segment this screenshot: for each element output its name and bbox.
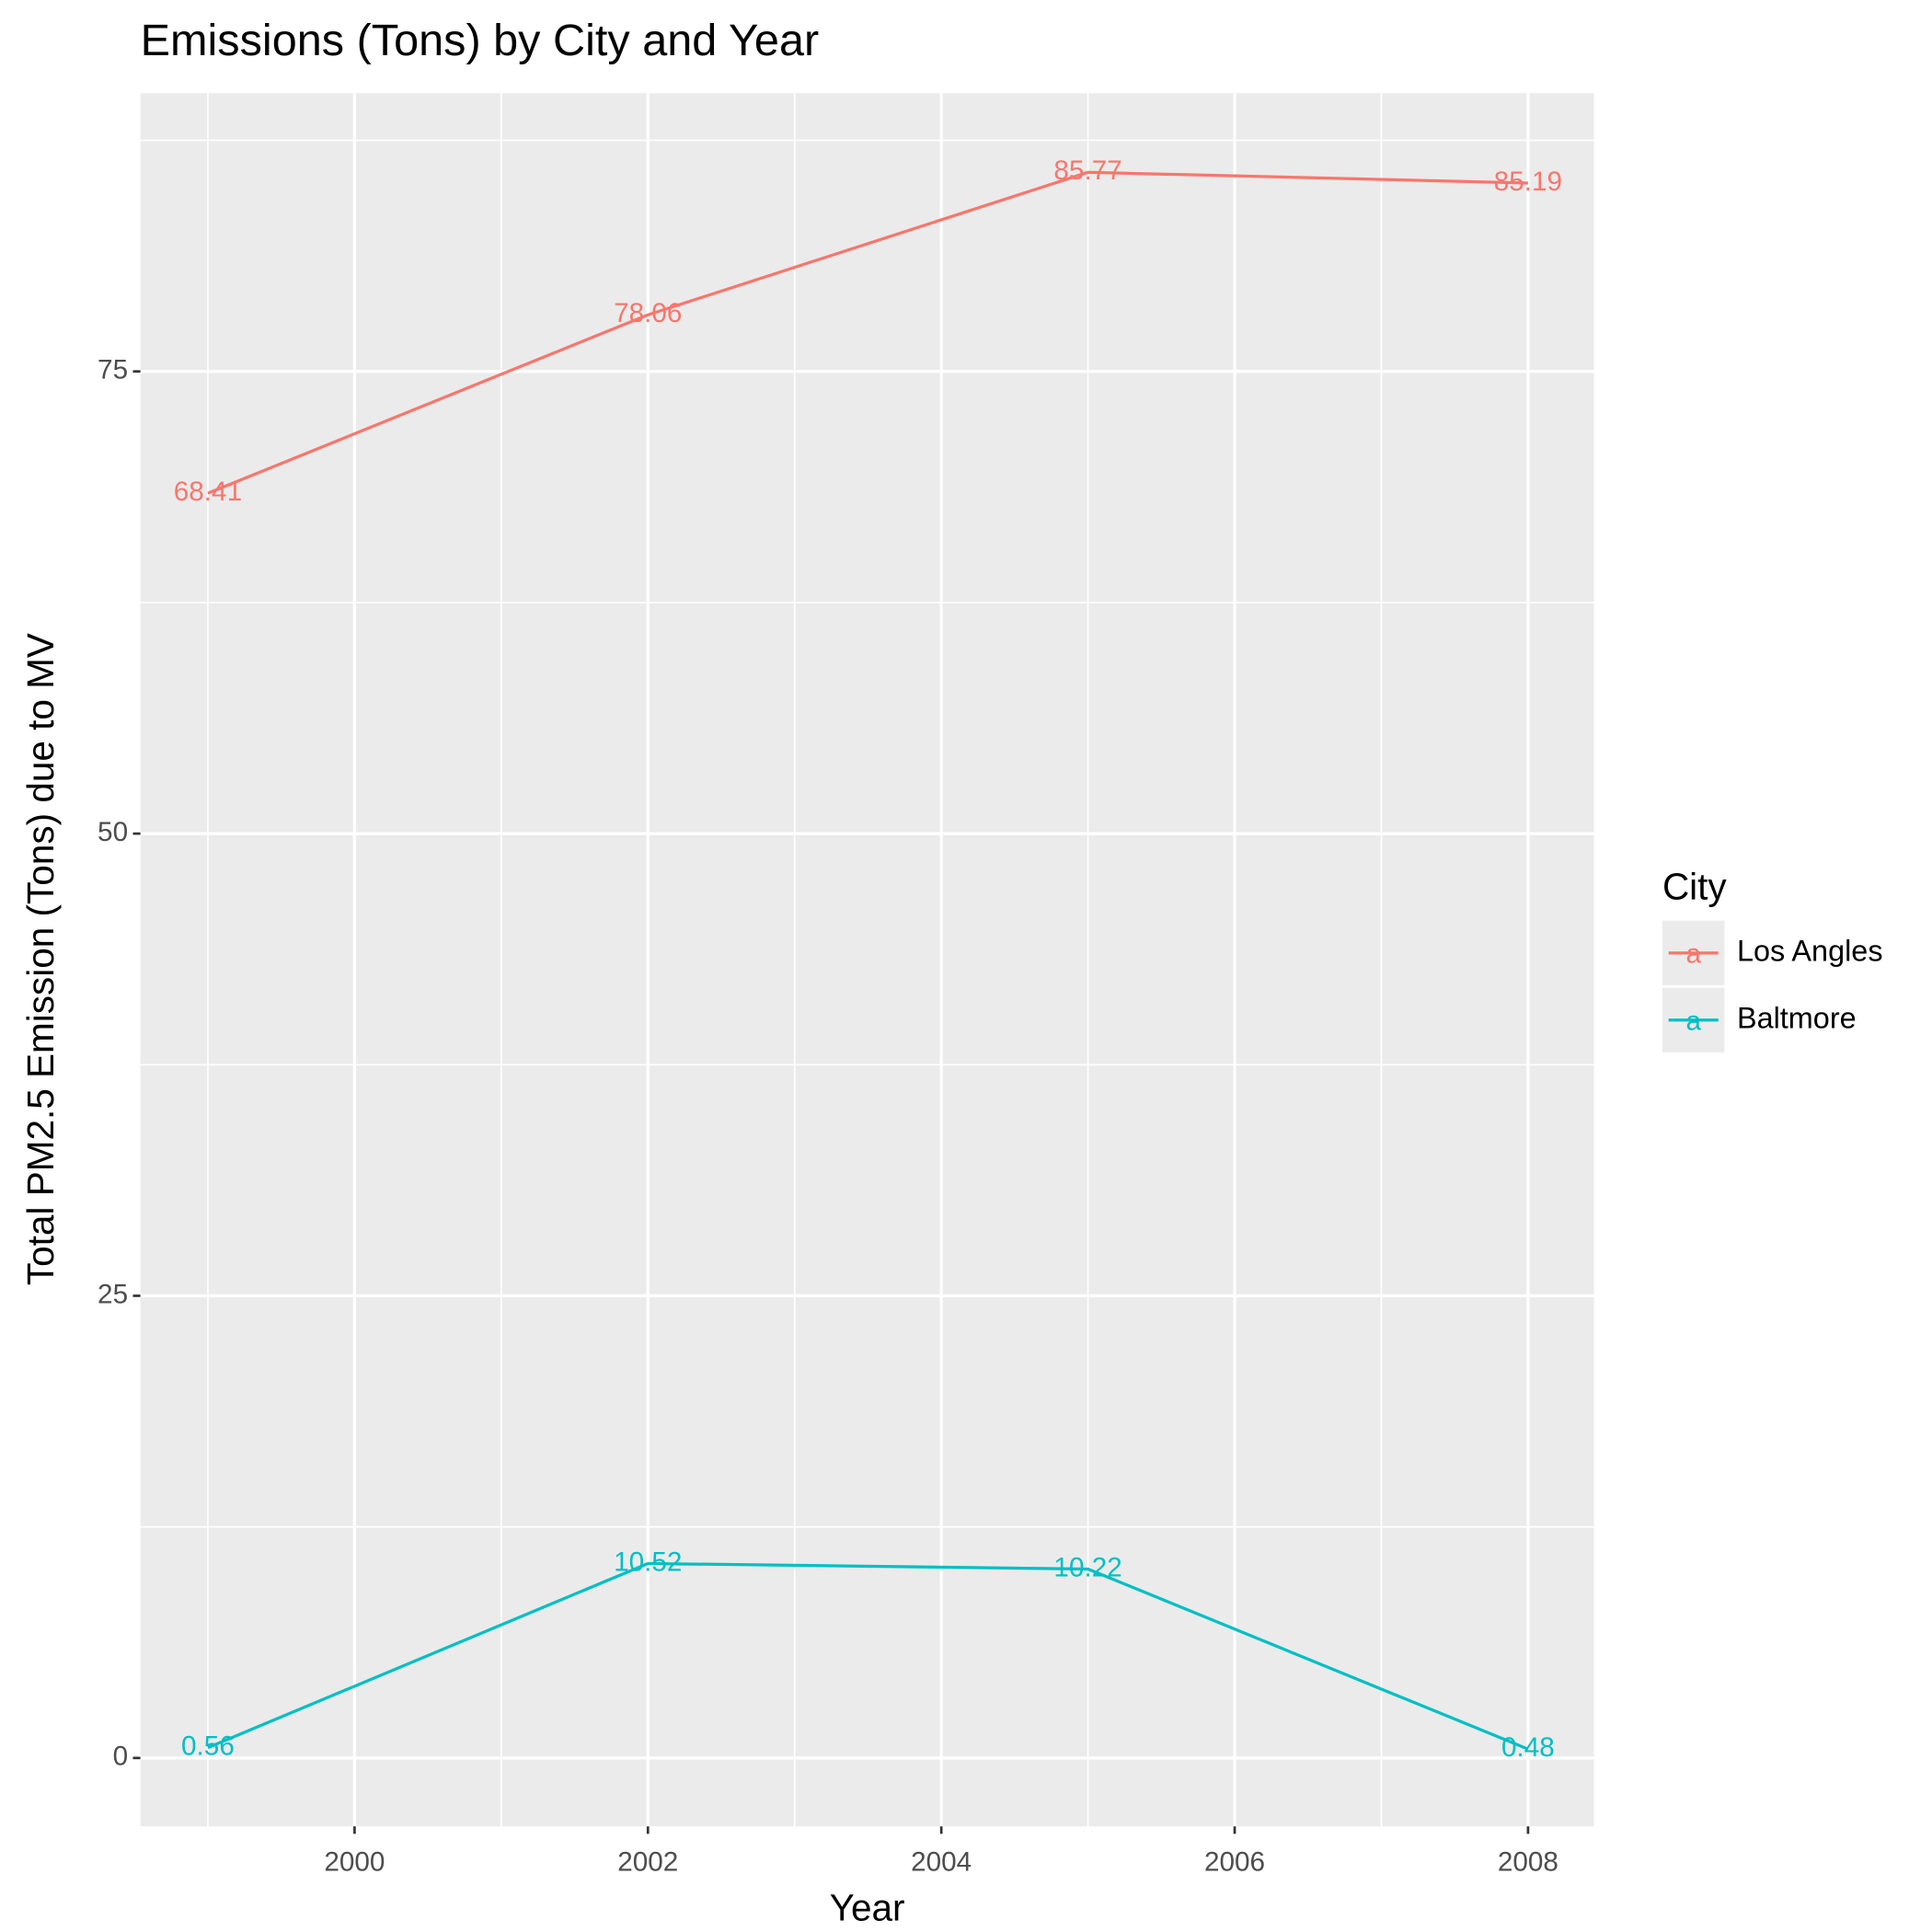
chart-title: Emissions (Tons) by City and Year xyxy=(141,16,820,65)
data-label: 68.41 xyxy=(174,477,242,507)
x-tick-label: 2004 xyxy=(911,1847,972,1878)
panel xyxy=(140,93,1594,1827)
data-label: 0.56 xyxy=(181,1731,235,1761)
series-line xyxy=(207,1561,1529,1751)
legend-key-glyph: a xyxy=(1685,938,1701,969)
y-tick-label: 75 xyxy=(98,355,128,385)
legend-key-glyph: a xyxy=(1685,1006,1701,1036)
legend-label: Los Angles xyxy=(1737,934,1883,967)
x-tick-label: 2000 xyxy=(324,1847,385,1878)
y-tick-label: 0 xyxy=(113,1742,129,1772)
data-label: 85.19 xyxy=(1494,167,1562,197)
data-label: 10.22 xyxy=(1053,1552,1121,1582)
legend-label: Baltmore xyxy=(1737,1001,1857,1034)
y-tick-label: 50 xyxy=(98,817,128,847)
x-tick-label: 2006 xyxy=(1204,1847,1265,1878)
data-label: 85.77 xyxy=(1053,155,1121,186)
data-label: 0.48 xyxy=(1501,1732,1555,1763)
legend-title: City xyxy=(1662,866,1727,908)
x-tick-label: 2002 xyxy=(617,1847,678,1878)
series-line xyxy=(207,170,1528,495)
y-axis-title: Total PM2.5 Emission (Tons) due to MV xyxy=(19,633,62,1285)
data-label: 78.06 xyxy=(614,298,682,328)
x-tick-label: 2008 xyxy=(1498,1847,1558,1878)
data-label: 10.52 xyxy=(614,1547,682,1577)
x-axis-title: Year xyxy=(830,1887,905,1929)
y-tick-label: 25 xyxy=(98,1279,128,1309)
